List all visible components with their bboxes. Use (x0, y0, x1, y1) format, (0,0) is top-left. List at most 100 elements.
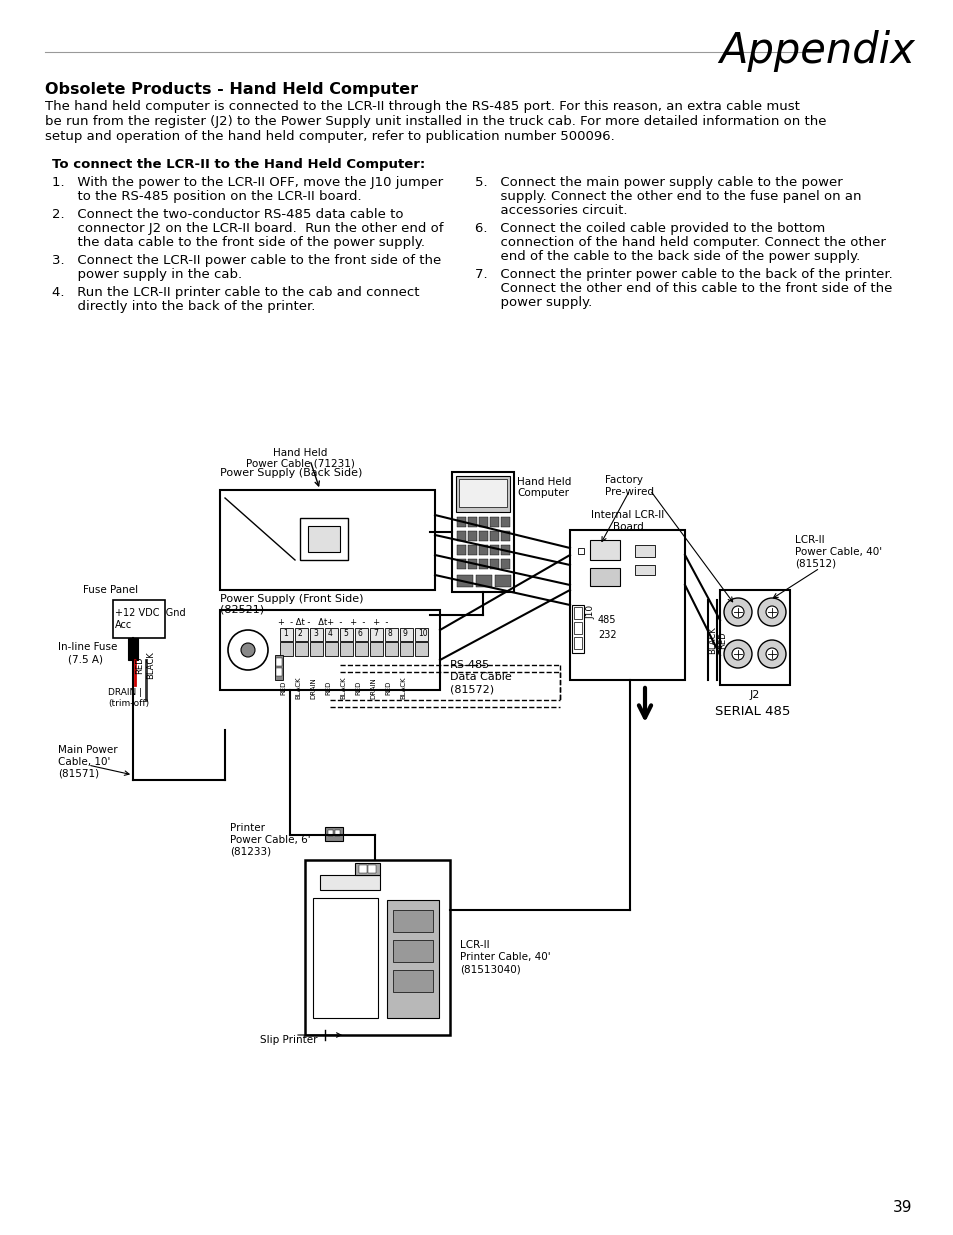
Text: Main Power: Main Power (58, 745, 117, 755)
Text: Power Cable, 6': Power Cable, 6' (230, 835, 311, 845)
Bar (310, 642, 323, 656)
Text: 7: 7 (373, 629, 377, 638)
Text: 39: 39 (892, 1200, 911, 1215)
Bar (280, 642, 293, 656)
Bar (478, 517, 488, 527)
Text: 232: 232 (598, 630, 616, 640)
Text: DRAIN: DRAIN (310, 677, 315, 699)
Bar (385, 629, 397, 641)
Text: Acc: Acc (115, 620, 132, 630)
Bar (339, 642, 353, 656)
Bar (355, 642, 368, 656)
Text: DRAIN: DRAIN (370, 677, 375, 699)
Text: (81233): (81233) (230, 847, 271, 857)
Bar (490, 517, 498, 527)
Bar (478, 545, 488, 555)
Bar (468, 531, 476, 541)
Circle shape (228, 630, 268, 671)
Bar (578, 548, 583, 555)
Bar (574, 622, 581, 634)
Text: RED: RED (135, 656, 144, 674)
Text: 9: 9 (402, 629, 408, 638)
Bar (456, 475, 510, 513)
Bar (490, 531, 498, 541)
Text: RS-485: RS-485 (450, 659, 490, 671)
Bar (572, 605, 583, 653)
Bar (452, 472, 514, 592)
Text: supply. Connect the other end to the fuse panel on an: supply. Connect the other end to the fus… (475, 190, 861, 203)
Bar (387, 900, 438, 1018)
Text: DRAIN |: DRAIN | (108, 688, 142, 697)
Text: be run from the register (J2) to the Power Supply unit installed in the truck ca: be run from the register (J2) to the Pow… (45, 115, 825, 128)
Text: connector J2 on the LCR-II board.  Run the other end of: connector J2 on the LCR-II board. Run th… (52, 222, 443, 235)
Text: 6.   Connect the coiled cable provided to the bottom: 6. Connect the coiled cable provided to … (475, 222, 824, 235)
Bar (393, 940, 433, 962)
Text: RED: RED (718, 631, 726, 648)
Text: 7.   Connect the printer power cable to the back of the printer.: 7. Connect the printer power cable to th… (475, 268, 892, 282)
Bar (589, 568, 619, 585)
Text: 1: 1 (283, 629, 288, 638)
Circle shape (723, 598, 751, 626)
Text: (81512): (81512) (794, 559, 835, 569)
Bar (368, 864, 375, 873)
Bar (393, 910, 433, 932)
Text: to the RS-485 position on the LCR-II board.: to the RS-485 position on the LCR-II boa… (52, 190, 361, 203)
Text: (trim-off): (trim-off) (108, 699, 149, 708)
Bar (458, 479, 506, 508)
Text: Pre-wired: Pre-wired (604, 487, 654, 496)
Text: Appendix: Appendix (719, 30, 914, 72)
Bar (490, 545, 498, 555)
Bar (335, 830, 339, 836)
Text: 2.   Connect the two-conductor RS-485 data cable to: 2. Connect the two-conductor RS-485 data… (52, 207, 403, 221)
Text: J10: J10 (585, 605, 595, 619)
Text: 4.   Run the LCR-II printer cable to the cab and connect: 4. Run the LCR-II printer cable to the c… (52, 287, 419, 299)
Bar (355, 629, 368, 641)
Bar (220, 490, 435, 590)
Bar (456, 559, 465, 569)
Text: the data cable to the front side of the power supply.: the data cable to the front side of the … (52, 236, 424, 249)
Text: BLACK: BLACK (146, 651, 154, 679)
Bar (310, 629, 323, 641)
Text: 8: 8 (388, 629, 393, 638)
Bar (456, 517, 465, 527)
Text: Computer: Computer (517, 488, 568, 498)
Bar (355, 863, 379, 876)
Text: (81571): (81571) (58, 769, 99, 779)
Text: 3.   Connect the LCR-II power cable to the front side of the: 3. Connect the LCR-II power cable to the… (52, 254, 441, 267)
Bar (468, 545, 476, 555)
Text: Power Supply (Back Side): Power Supply (Back Side) (220, 468, 362, 478)
Text: setup and operation of the hand held computer, refer to publication number 50009: setup and operation of the hand held com… (45, 130, 614, 143)
Bar (128, 638, 138, 659)
Text: BLACK: BLACK (399, 677, 406, 699)
Bar (294, 629, 308, 641)
Bar (500, 559, 510, 569)
Bar (478, 559, 488, 569)
Text: accessories circuit.: accessories circuit. (475, 204, 627, 217)
Text: 3: 3 (313, 629, 317, 638)
Bar (319, 876, 379, 890)
Bar (325, 827, 343, 841)
Text: RED: RED (385, 680, 391, 695)
Text: (81513040): (81513040) (459, 965, 520, 974)
Bar (305, 860, 450, 1035)
Bar (274, 655, 283, 680)
Text: 4: 4 (328, 629, 333, 638)
Text: (81572): (81572) (450, 684, 494, 694)
Text: Power Cable (71231): Power Cable (71231) (245, 458, 355, 468)
Bar (468, 517, 476, 527)
Text: SERIAL 485: SERIAL 485 (714, 705, 789, 718)
Bar (370, 629, 382, 641)
Text: Hand Held: Hand Held (273, 448, 327, 458)
Bar (478, 531, 488, 541)
Text: Connect the other end of this cable to the front side of the: Connect the other end of this cable to t… (475, 282, 891, 295)
Bar (328, 830, 333, 836)
Bar (399, 629, 413, 641)
Text: RED: RED (355, 680, 360, 695)
Text: Internal LCR-II: Internal LCR-II (591, 510, 664, 520)
Text: power supply.: power supply. (475, 296, 592, 309)
Text: BLACK: BLACK (294, 677, 301, 699)
Bar (275, 658, 282, 666)
Bar (574, 606, 581, 619)
Bar (589, 540, 619, 559)
Bar (112, 600, 165, 638)
